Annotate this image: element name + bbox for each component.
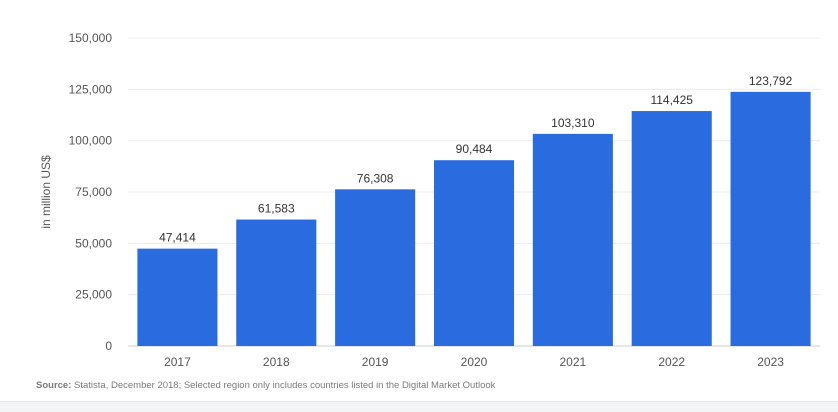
bar-2022 xyxy=(631,111,712,346)
bar-2017 xyxy=(137,248,218,346)
y-tick-label: 50,000 xyxy=(75,236,112,250)
source-label: Source: xyxy=(36,380,72,391)
data-label-2022: 114,425 xyxy=(650,93,693,107)
x-tick-labels: 2017 2018 2019 2020 2021 2022 2023 xyxy=(164,355,784,369)
bar-2020 xyxy=(433,160,515,346)
y-tick-label: 25,000 xyxy=(75,288,112,302)
y-tick-label: 75,000 xyxy=(75,185,112,199)
y-tick-label: 0 xyxy=(105,339,112,353)
data-label-2023: 123,792 xyxy=(749,74,793,88)
bars xyxy=(137,91,811,347)
x-tick-label-2021: 2021 xyxy=(560,355,587,369)
data-label-2020: 90,484 xyxy=(456,142,493,156)
y-axis-title: in million US$ xyxy=(39,155,53,229)
y-tick-labels: 0 25,000 50,000 75,000 100,000 125,000 150,000 xyxy=(69,31,113,353)
data-label-2021: 103,310 xyxy=(551,116,595,130)
y-tick-label: 125,000 xyxy=(69,82,113,96)
data-labels: 47,414 61,583 76,308 90,484 103,310 114,425 12… xyxy=(159,74,793,245)
bar-2023 xyxy=(730,91,811,347)
x-tick-label-2019: 2019 xyxy=(362,355,389,369)
x-tick-label-2017: 2017 xyxy=(164,355,191,369)
x-tick-label-2023: 2023 xyxy=(757,355,784,369)
bar-2018 xyxy=(236,219,317,346)
data-label-2019: 76,308 xyxy=(357,171,394,185)
y-tick-label: 100,000 xyxy=(69,134,113,148)
y-tick-label: 150,000 xyxy=(69,31,113,45)
data-label-2018: 61,583 xyxy=(258,202,295,216)
source-note: Source: Statista, December 2018; Selecte… xyxy=(36,380,495,391)
data-label-2017: 47,414 xyxy=(159,231,196,245)
source-text: Statista, December 2018; Selected region… xyxy=(74,380,496,391)
bar-2021 xyxy=(532,133,613,346)
x-tick-label-2022: 2022 xyxy=(658,355,685,369)
footer-strip xyxy=(0,401,838,412)
x-tick-label-2020: 2020 xyxy=(461,355,488,369)
bar-2019 xyxy=(335,189,416,346)
x-tick-label-2018: 2018 xyxy=(263,355,290,369)
